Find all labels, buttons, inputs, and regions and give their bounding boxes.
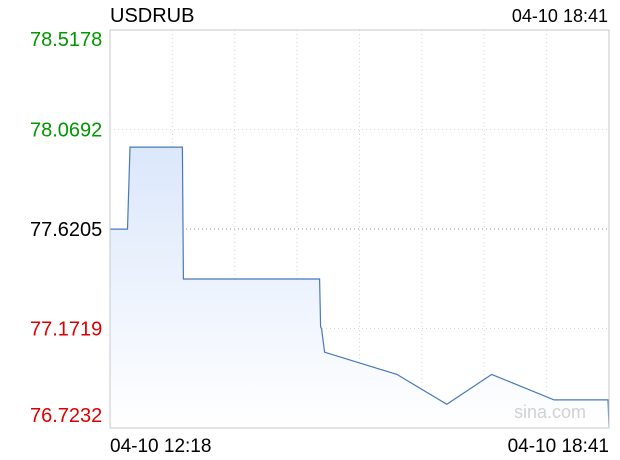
y-tick-label: 77.1719 [30,319,102,341]
y-tick-label: 76.7232 [30,405,102,427]
x-axis-labels: 04-10 12:18 04-10 18:41 [110,436,609,457]
last-update-time: 04-10 18:41 [512,6,608,26]
y-axis-labels: 78.5178 78.0692 77.6205 77.1719 76.7232 [30,29,102,427]
price-area [110,147,609,428]
x-tick-label: 04-10 12:18 [110,436,211,457]
y-tick-label: 78.5178 [30,29,102,51]
price-line [110,146,610,427]
plot-frame [109,29,610,429]
y-tick-label: 78.0692 [30,120,102,142]
y-tick-label: 77.6205 [30,219,102,241]
x-tick-label: 04-10 18:41 [508,436,609,457]
watermark: sina.com [514,402,586,422]
chart-title: USDRUB [110,5,194,27]
